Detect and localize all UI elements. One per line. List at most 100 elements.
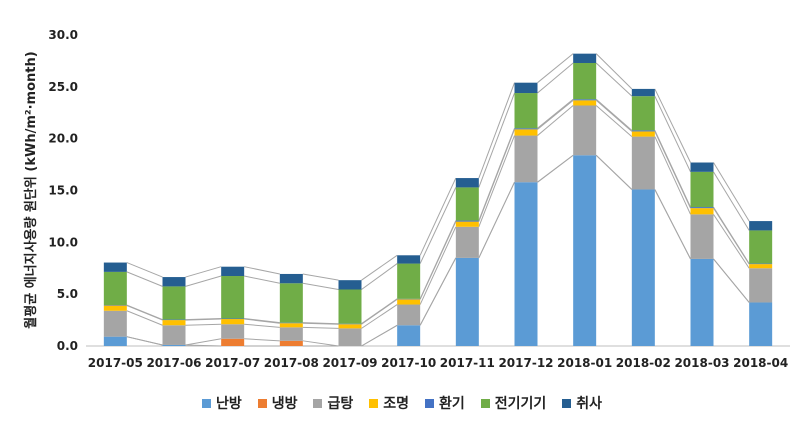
bar-segment-조명-2017-12	[514, 129, 538, 136]
series-line-조명	[537, 99, 574, 130]
legend-label: 전기기기	[494, 396, 547, 412]
bar-segment-조명-2017-05	[103, 305, 127, 311]
bar-segment-취사-2018-02	[631, 88, 655, 97]
series-line-조명	[595, 99, 633, 132]
series-line-환기	[361, 298, 398, 325]
bar-segment-환기-2017-05	[103, 305, 127, 306]
bar-segment-난방-2017-06	[162, 344, 186, 346]
series-line-전기기기	[595, 62, 633, 97]
x-tick-label: 2017-11	[440, 356, 495, 370]
x-tick-label: 2017-12	[498, 356, 553, 370]
bar-segment-환기-2017-06	[162, 319, 186, 321]
legend-item: 전기기기	[480, 393, 547, 413]
x-tick-label: 2017-07	[205, 356, 260, 370]
legend-label: 난방	[215, 396, 242, 412]
bar-segment-급탕-2017-11	[455, 226, 479, 258]
bar-segment-난방-2017-05	[103, 336, 127, 346]
series-line-냉방	[595, 154, 633, 190]
bar-segment-전기기기-2017-12	[514, 93, 538, 129]
bar-segment-급탕-2017-10	[397, 304, 421, 326]
bar-segment-취사-2017-10	[397, 255, 421, 264]
bar-segment-전기기기-2018-03	[690, 171, 714, 208]
series-line-냉방	[537, 154, 574, 183]
x-tick-label: 2018-01	[557, 356, 612, 370]
bar-segment-전기기기-2018-02	[631, 96, 655, 131]
series-line-취사	[185, 266, 222, 278]
bar-segment-취사-2017-06	[162, 277, 186, 287]
bar-segment-냉방-2017-08	[279, 340, 303, 346]
legend-item: 환기	[425, 393, 465, 413]
series-line-취사	[244, 266, 280, 275]
series-line-환기	[478, 128, 515, 221]
series-line-냉방	[126, 336, 163, 346]
series-line-전기기기	[419, 187, 457, 264]
bar-segment-취사-2017-07	[221, 266, 245, 277]
series-line-조명	[244, 318, 280, 324]
series-line-환기	[537, 98, 574, 129]
legend-label: 조명	[383, 396, 409, 412]
legend-swatch	[425, 398, 434, 408]
legend-label: 냉방	[271, 396, 298, 412]
series-line-급탕	[478, 135, 515, 227]
bar-segment-환기-2017-08	[279, 322, 303, 324]
series-line-환기	[419, 220, 457, 300]
x-tick-label: 2018-02	[616, 356, 671, 370]
bar-segment-난방-2018-03	[690, 258, 714, 346]
bar-segment-취사-2018-03	[690, 162, 714, 172]
series-line-취사	[713, 162, 750, 222]
series-line-환기	[244, 318, 280, 324]
bar-segment-취사-2017-09	[338, 280, 362, 290]
legend-swatch	[480, 398, 490, 408]
series-line-전기기기	[478, 92, 515, 188]
series-line-취사	[478, 82, 515, 179]
series-line-전기기기	[537, 62, 574, 94]
bar-segment-환기-2017-09	[338, 323, 362, 325]
legend-swatch	[562, 398, 572, 408]
bar-segment-취사-2017-12	[514, 82, 538, 94]
bar-segment-전기기기-2017-06	[162, 286, 186, 320]
series-line-조명	[185, 318, 222, 321]
series-line-취사	[302, 273, 339, 281]
bar-segment-환기-2018-02	[631, 130, 655, 132]
x-tick-label: 2017-10	[381, 356, 436, 370]
legend-item: 급탕	[313, 393, 353, 413]
bar-segment-조명-2017-11	[455, 221, 479, 227]
series-line-취사	[654, 88, 691, 163]
bar-segment-환기-2017-10	[397, 298, 421, 300]
bar-segment-급탕-2017-09	[338, 328, 362, 346]
bar-segment-조명-2018-03	[690, 208, 714, 215]
series-line-취사	[537, 53, 574, 84]
bar-segment-급탕-2017-05	[103, 310, 127, 337]
y-tick-label: 5.0	[57, 287, 78, 301]
series-line-취사	[595, 53, 633, 90]
series-line-취사	[361, 254, 398, 281]
bar-segment-조명-2017-10	[397, 299, 421, 305]
legend-label: 환기	[439, 396, 465, 412]
series-line-급탕	[302, 326, 339, 329]
bar-segment-취사-2018-04	[749, 221, 773, 231]
bar-segment-급탕-2017-08	[279, 327, 303, 341]
bar-segment-난방-2017-10	[397, 325, 421, 346]
series-line-전기기기	[713, 171, 750, 231]
series-line-전기기기	[302, 282, 339, 290]
bar-segment-환기-2017-12	[514, 128, 538, 130]
bar-segment-난방-2018-04	[749, 302, 773, 346]
bar-segment-조명-2017-07	[221, 319, 245, 325]
bar-segment-조명-2017-06	[162, 320, 186, 326]
bar-segment-급탕-2017-12	[514, 135, 538, 183]
series-line-전기기기	[361, 263, 398, 290]
bar-segment-급탕-2018-04	[749, 268, 773, 303]
bar-segment-급탕-2017-07	[221, 324, 245, 339]
legend-label: 취사	[576, 396, 603, 412]
x-tick-label: 2017-08	[264, 356, 319, 370]
bar-segment-조명-2017-08	[279, 323, 303, 328]
series-line-환기	[302, 322, 339, 325]
legend-swatch	[257, 398, 267, 408]
y-tick-label: 20.0	[48, 132, 78, 146]
legend-item: 조명	[369, 393, 409, 413]
series-line-난방	[185, 344, 222, 347]
bar-segment-조명-2017-09	[338, 324, 362, 329]
legend: 난방 냉방 급탕 조명 환기 전기기기 취사	[0, 393, 804, 413]
series-line-환기	[185, 318, 222, 321]
